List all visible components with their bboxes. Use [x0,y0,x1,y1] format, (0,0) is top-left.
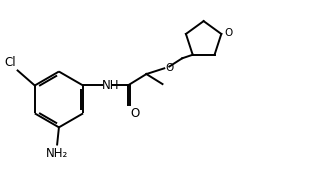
Text: NH₂: NH₂ [46,147,68,160]
Text: O: O [165,63,173,73]
Text: NH: NH [102,79,120,92]
Text: O: O [224,28,232,38]
Text: Cl: Cl [5,56,16,69]
Text: O: O [130,107,139,120]
